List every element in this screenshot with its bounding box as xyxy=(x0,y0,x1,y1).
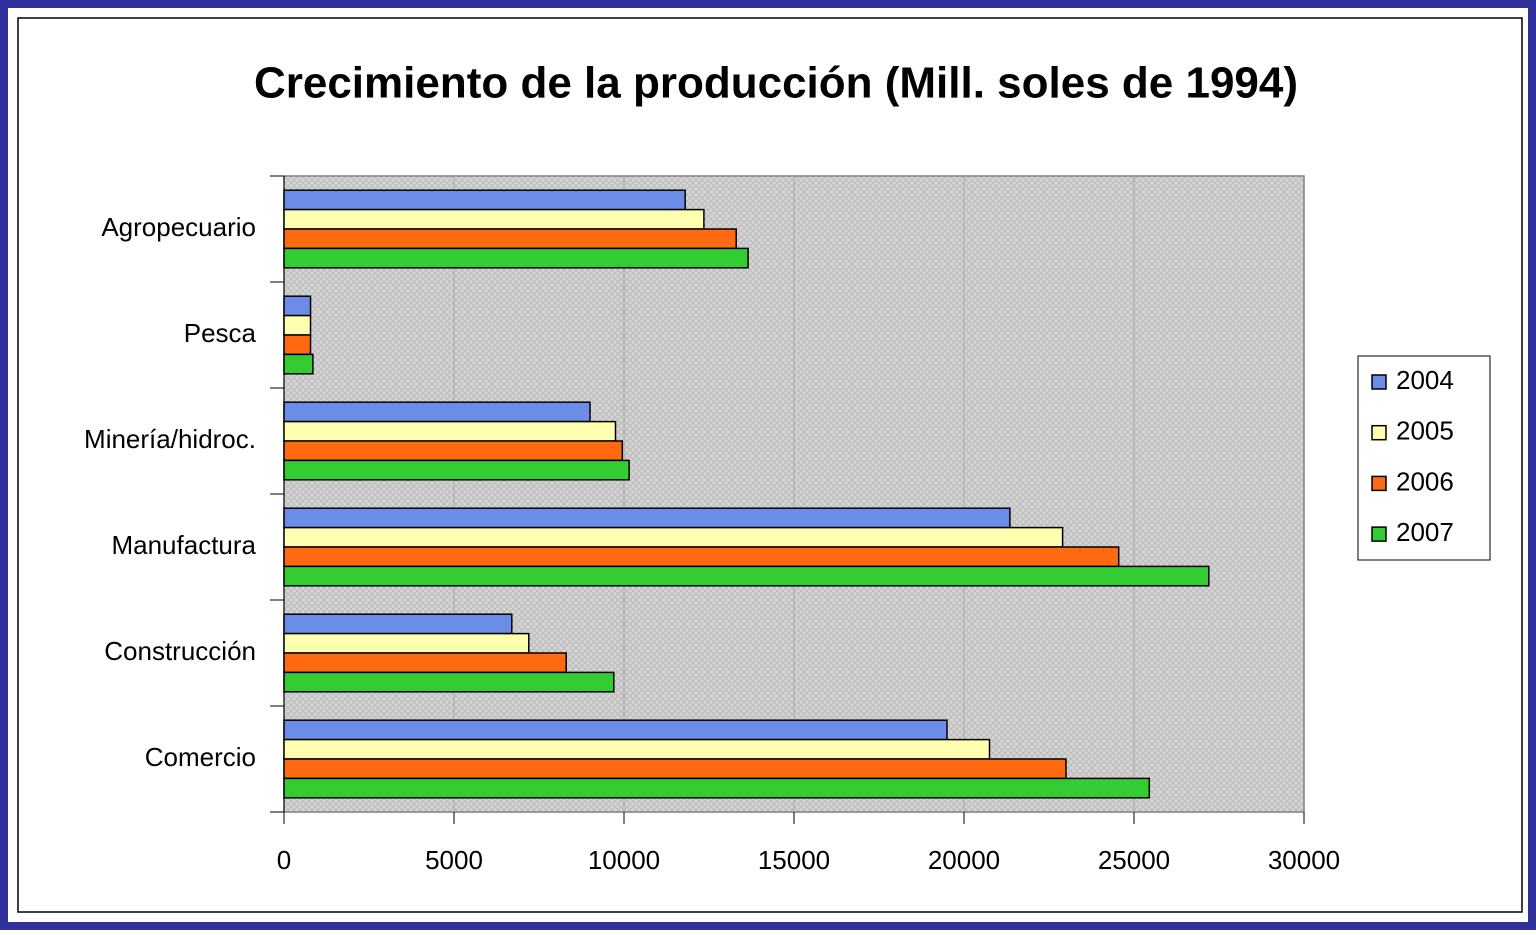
x-tick-label: 20000 xyxy=(928,845,1000,875)
x-tick-label: 10000 xyxy=(588,845,660,875)
y-tick-label: Agropecuario xyxy=(101,212,256,242)
x-tick-label: 0 xyxy=(277,845,291,875)
bar xyxy=(283,334,312,356)
bar xyxy=(283,459,630,481)
bar xyxy=(283,546,1120,568)
bar xyxy=(283,314,312,336)
bar xyxy=(283,208,705,230)
x-tick-label: 30000 xyxy=(1268,845,1340,875)
bar xyxy=(283,632,530,654)
legend-swatch xyxy=(1371,374,1387,390)
bar xyxy=(283,420,617,442)
bar xyxy=(283,758,1067,780)
legend-label: 2004 xyxy=(1396,365,1454,395)
legend-swatch xyxy=(1371,424,1387,441)
y-tick-label: Construcción xyxy=(104,636,256,666)
bar xyxy=(283,189,686,211)
bar xyxy=(283,526,1064,548)
bar xyxy=(283,295,312,317)
x-tick-label: 25000 xyxy=(1098,845,1170,875)
bar xyxy=(283,247,749,269)
y-tick-label: Pesca xyxy=(184,318,257,348)
bar xyxy=(283,652,567,674)
x-tick-label: 15000 xyxy=(758,845,830,875)
bar xyxy=(283,228,737,250)
legend-swatch xyxy=(1371,475,1387,492)
legend xyxy=(1357,355,1491,561)
y-tick-label: Manufactura xyxy=(111,530,256,560)
bar xyxy=(283,507,1011,529)
bar xyxy=(283,671,615,693)
bar xyxy=(283,738,991,760)
legend-label: 2006 xyxy=(1396,466,1454,496)
bar xyxy=(283,353,314,375)
bar xyxy=(283,777,1151,799)
legend-label: 2005 xyxy=(1396,416,1454,446)
y-tick-label: Minería/hidroc. xyxy=(84,424,256,454)
bar xyxy=(283,719,948,741)
bar xyxy=(283,565,1210,587)
chart-title: Crecimiento de la producción (Mill. sole… xyxy=(254,59,1298,108)
legend-label: 2007 xyxy=(1396,517,1454,547)
bar xyxy=(283,613,513,635)
y-tick-label: Comercio xyxy=(145,742,256,772)
x-tick-label: 5000 xyxy=(425,845,483,875)
bar xyxy=(283,401,591,423)
legend-swatch xyxy=(1371,526,1387,542)
bar xyxy=(283,440,624,462)
